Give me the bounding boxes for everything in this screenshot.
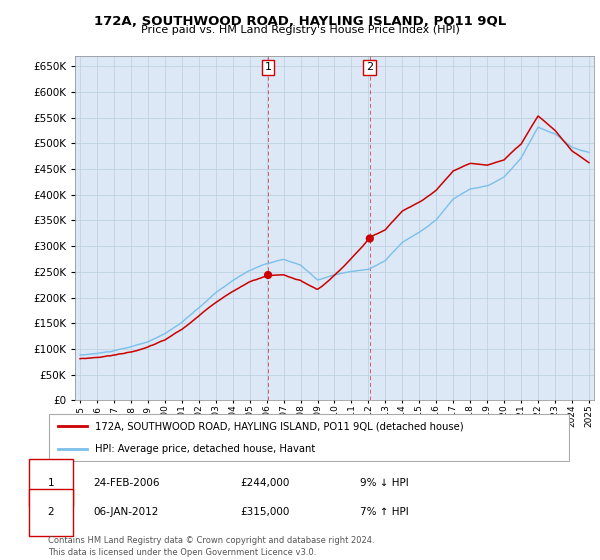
Text: 24-FEB-2006: 24-FEB-2006 xyxy=(93,478,160,488)
Text: 1: 1 xyxy=(265,62,272,72)
Text: £244,000: £244,000 xyxy=(240,478,289,488)
Text: 2: 2 xyxy=(366,62,373,72)
Text: 9% ↓ HPI: 9% ↓ HPI xyxy=(360,478,409,488)
Text: HPI: Average price, detached house, Havant: HPI: Average price, detached house, Hava… xyxy=(95,444,315,454)
FancyBboxPatch shape xyxy=(49,414,569,461)
Text: Price paid vs. HM Land Registry's House Price Index (HPI): Price paid vs. HM Land Registry's House … xyxy=(140,25,460,35)
Text: 7% ↑ HPI: 7% ↑ HPI xyxy=(360,507,409,517)
Text: 1: 1 xyxy=(47,478,55,488)
Text: Contains HM Land Registry data © Crown copyright and database right 2024.
This d: Contains HM Land Registry data © Crown c… xyxy=(48,536,374,557)
Text: 2: 2 xyxy=(47,507,55,517)
Point xyxy=(365,234,374,243)
Text: 172A, SOUTHWOOD ROAD, HAYLING ISLAND, PO11 9QL: 172A, SOUTHWOOD ROAD, HAYLING ISLAND, PO… xyxy=(94,15,506,27)
Point xyxy=(263,270,273,279)
Text: £315,000: £315,000 xyxy=(240,507,289,517)
Text: 172A, SOUTHWOOD ROAD, HAYLING ISLAND, PO11 9QL (detached house): 172A, SOUTHWOOD ROAD, HAYLING ISLAND, PO… xyxy=(95,421,464,431)
Text: 06-JAN-2012: 06-JAN-2012 xyxy=(93,507,158,517)
